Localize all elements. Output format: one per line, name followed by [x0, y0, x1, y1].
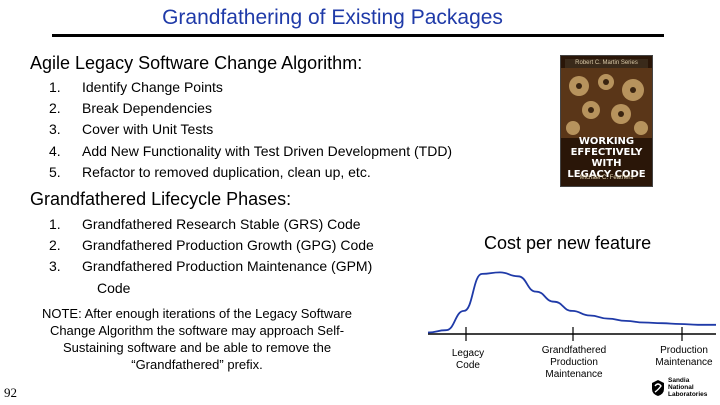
algorithm-heading: Agile Legacy Software Change Algorithm: [30, 53, 363, 73]
list-item: 3. Grandfathered Production Maintenance (… [49, 258, 373, 275]
chart-title: Cost per new feature [484, 233, 652, 253]
lifecycle-phases: 1. Grandfathered Research Stable (GRS) Co… [49, 214, 374, 299]
list-item: 1. Identify Change Points [49, 79, 223, 95]
list-item: 2. Break Dependencies [49, 100, 212, 117]
sandia-logo: Sandia National Laboratories [651, 377, 711, 399]
list-item: 5. Refactor to removed duplication, clean… [49, 163, 371, 180]
lifecycle-heading: Grandfathered Lifecycle Phases: [30, 189, 292, 209]
x-label-legacy-code: Legacy Code [451, 348, 485, 371]
list-item: 4. Add New Functionality with Test Driven… [49, 142, 453, 159]
sandia-logo-icon [652, 380, 664, 396]
x-label-production-maintenance: Production Maintenance [655, 345, 713, 368]
title-underline [52, 34, 664, 37]
cost-curve-series [427, 271, 716, 334]
book-title: WORKING EFFECTIVELY WITH LEGACY CODE [567, 136, 646, 180]
list-item: Code [97, 279, 131, 296]
note-text: NOTE: After enough iterations of the Leg… [41, 306, 352, 372]
cost-chart [427, 271, 716, 341]
book-series: Robert C. Martin Series [565, 59, 648, 68]
x-label-grandfathered-production-maintenance: Grandfathered Production Maintenance [541, 345, 607, 380]
list-item: 2. Grandfathered Production Growth (GPG) … [49, 237, 374, 254]
sandia-logo-text: Sandia National Laboratories [668, 377, 708, 398]
book-cover-image: Robert C. Martin Series WORKING EFFECTIV… [560, 55, 653, 187]
algorithm-steps: 1. Identify Change Points 2. Break Depende… [49, 77, 452, 183]
book-gears-illustration [561, 68, 652, 138]
list-item: 1. Grandfathered Research Stable (GRS) Co… [49, 216, 361, 232]
page-number: 92 [4, 385, 17, 400]
list-item: 3. Cover with Unit Tests [49, 121, 214, 138]
book-author: Michael C. Feathers [579, 175, 634, 181]
slide-title: Grandfathering of Existing Packages [162, 6, 503, 29]
